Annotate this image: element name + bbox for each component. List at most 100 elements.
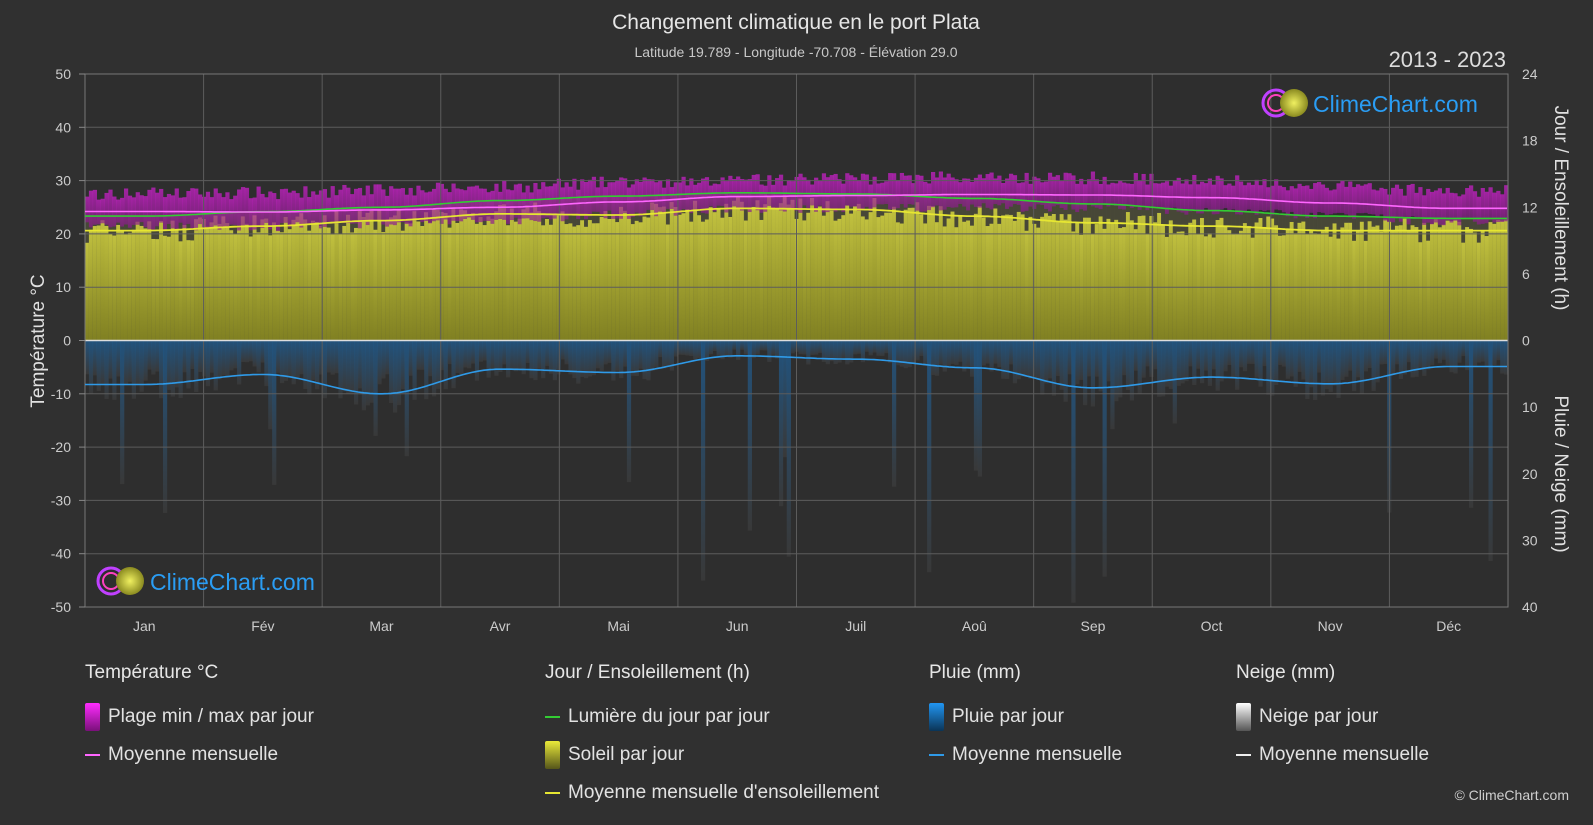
daylight-swatch bbox=[545, 716, 560, 718]
rain-bar bbox=[689, 340, 694, 357]
rain-bar bbox=[880, 340, 885, 356]
temp-range-bar bbox=[260, 193, 265, 228]
rain-bar bbox=[1059, 340, 1064, 390]
sunshine-bar bbox=[1258, 218, 1263, 341]
sunshine-bar bbox=[439, 211, 444, 341]
rain-bar bbox=[299, 340, 304, 375]
rain-bar bbox=[116, 340, 121, 377]
temp-range-bar bbox=[564, 182, 569, 220]
rain-bar bbox=[560, 340, 565, 360]
legend-rain: Pluie (mm) Pluie par jour Moyenne mensue… bbox=[929, 662, 1122, 774]
temp-range-bar bbox=[958, 182, 963, 204]
rain-bar bbox=[478, 340, 483, 362]
rain-bar bbox=[424, 340, 429, 400]
temp-range-bar bbox=[868, 184, 873, 211]
temp-range-bar bbox=[942, 177, 947, 210]
sunshine-bar bbox=[1500, 220, 1505, 341]
temp-range-bar bbox=[1067, 173, 1072, 205]
sunshine-bar bbox=[973, 213, 979, 341]
rain-bar bbox=[724, 340, 729, 356]
rain-bar bbox=[1227, 340, 1232, 366]
temp-range-bar bbox=[1461, 194, 1466, 219]
temp-range-bar bbox=[884, 181, 889, 205]
sunshine-bar bbox=[205, 226, 211, 341]
sunshine-bar bbox=[548, 224, 554, 341]
temp-range-bar bbox=[1277, 185, 1283, 211]
sunshine-bar bbox=[763, 204, 768, 341]
sunshine-bar bbox=[1063, 219, 1068, 341]
sunshine-bar bbox=[728, 216, 733, 341]
rain-bar bbox=[264, 340, 269, 387]
rain-bar bbox=[494, 340, 499, 376]
rain-bar bbox=[517, 340, 522, 370]
temp-range-bar bbox=[1235, 175, 1240, 215]
rain-bar bbox=[486, 340, 491, 378]
rain-bar bbox=[884, 340, 889, 354]
rain-bar bbox=[697, 340, 702, 359]
sunshine-bar bbox=[942, 226, 947, 341]
sunshine-bar bbox=[1355, 230, 1361, 341]
sunshine-bar bbox=[615, 222, 620, 341]
sunshine-bar bbox=[451, 208, 456, 341]
brand-text-top: ClimeChart.com bbox=[1313, 91, 1478, 117]
temp-range-bar bbox=[291, 190, 296, 226]
rain-bar bbox=[100, 340, 105, 385]
sunshine-bar bbox=[1032, 223, 1037, 341]
sunshine-bar bbox=[408, 223, 413, 341]
rain-bar bbox=[775, 340, 780, 359]
rain-bar bbox=[1262, 340, 1267, 367]
sunshine-bar bbox=[1141, 215, 1146, 341]
rain-bar bbox=[673, 340, 678, 357]
rain-bar bbox=[330, 340, 335, 375]
temp-range-bar bbox=[584, 181, 589, 220]
sunshine-bar bbox=[966, 220, 971, 341]
rain-bar bbox=[1164, 340, 1170, 387]
rain-bar bbox=[1336, 340, 1341, 398]
temp-range-bar bbox=[264, 197, 269, 223]
temp-range-bar bbox=[1324, 187, 1329, 215]
temp-range-bar bbox=[205, 191, 211, 228]
temp-range-bar bbox=[240, 187, 246, 226]
sunshine-bar bbox=[700, 221, 706, 341]
sunshine-bar bbox=[248, 236, 253, 341]
legend-item: Soleil par jour bbox=[545, 736, 879, 774]
temp-range-bar bbox=[845, 173, 850, 206]
rain-bar bbox=[162, 340, 168, 513]
temp-range-bar bbox=[1469, 185, 1474, 219]
rain-bar bbox=[681, 340, 686, 355]
rain-bar bbox=[1176, 340, 1181, 386]
temp-range-bar bbox=[1012, 175, 1018, 205]
rain-bar bbox=[451, 340, 456, 389]
temp-range-bar bbox=[677, 182, 682, 214]
rain-bar bbox=[1055, 340, 1060, 377]
temp-range-bar bbox=[872, 176, 877, 208]
rain-bar bbox=[474, 340, 480, 381]
rain-bar bbox=[611, 340, 616, 381]
rain-bar bbox=[338, 340, 343, 399]
sunshine-bar bbox=[431, 208, 437, 341]
sunshine-bar bbox=[1414, 227, 1419, 341]
rain-bar bbox=[139, 340, 144, 392]
rain-bar bbox=[837, 340, 842, 363]
temp-range-bar bbox=[1258, 185, 1263, 211]
temp-range-bar bbox=[1320, 184, 1326, 213]
sunshine-bar bbox=[377, 209, 382, 341]
sunshine-bar bbox=[1449, 220, 1454, 341]
sunshine-bar bbox=[283, 216, 289, 341]
temp-range-bar bbox=[1391, 187, 1396, 223]
sunshine-bar bbox=[1457, 221, 1462, 341]
temp-range-bar bbox=[92, 189, 97, 225]
legend-item: Moyenne mensuelle bbox=[929, 736, 1122, 774]
rain-bar bbox=[1141, 340, 1146, 378]
rain-bar bbox=[482, 340, 487, 361]
temp-range-bar bbox=[361, 195, 367, 222]
rain-bar bbox=[934, 340, 940, 376]
sunshine-bar bbox=[767, 197, 772, 341]
sunshine-bar bbox=[907, 207, 912, 341]
rain-bar bbox=[856, 340, 862, 354]
temp-range-bar bbox=[973, 177, 979, 207]
temp-range-bar bbox=[829, 175, 834, 210]
rain-bar bbox=[513, 340, 519, 372]
sunshine-bar bbox=[677, 214, 682, 341]
sunshine-bar bbox=[88, 229, 94, 341]
